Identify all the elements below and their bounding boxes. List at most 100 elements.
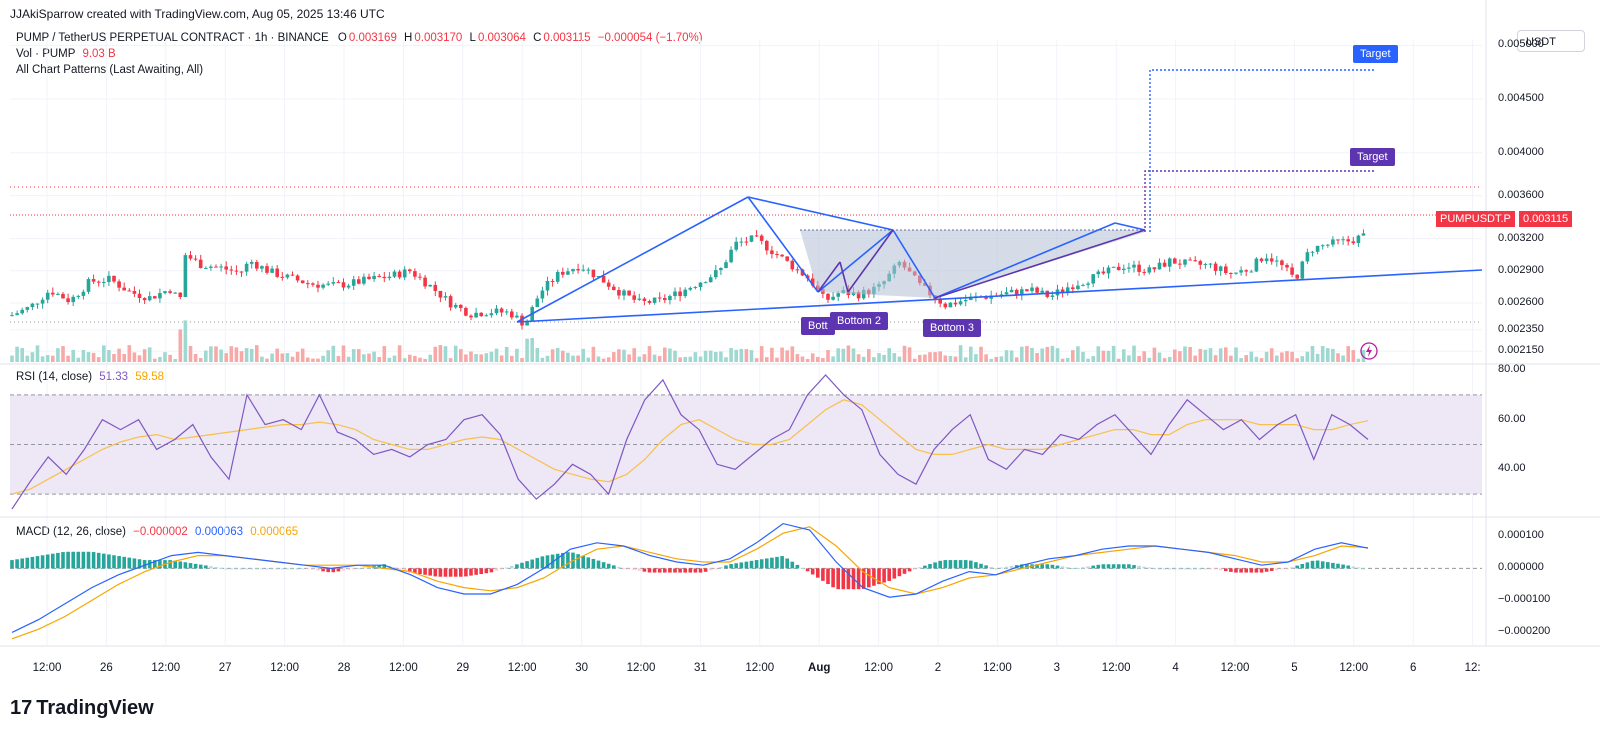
volume-bar <box>861 356 866 362</box>
macd-label[interactable]: MACD (12, 26, close) <box>16 526 126 538</box>
candle-body <box>1346 239 1350 242</box>
candle-body <box>147 296 152 301</box>
macd-histogram-bar <box>443 568 448 577</box>
volume-bar <box>397 345 402 362</box>
macd-histogram-bar <box>484 568 489 574</box>
macd-histogram-bar <box>969 560 973 569</box>
candle-body <box>1264 258 1269 262</box>
macd-histogram-bar <box>198 564 203 569</box>
volume-bar <box>1295 358 1299 362</box>
macd-histogram-bar <box>872 568 876 586</box>
volume-bar <box>76 357 81 362</box>
candle-body <box>1122 268 1126 271</box>
macd-histogram-bar <box>918 567 922 569</box>
volume-bar <box>448 358 453 362</box>
volume-bar <box>1009 350 1014 362</box>
candle-body <box>856 292 861 299</box>
time-axis-tick: 12:00 <box>1220 662 1250 674</box>
time-axis-tick: 31 <box>693 662 707 674</box>
rsi-label[interactable]: RSI (14, close) <box>16 371 93 383</box>
target-badge-lower[interactable]: Target <box>1350 148 1395 166</box>
macd-histogram-bar <box>341 568 346 571</box>
candle-body <box>30 303 35 308</box>
macd-histogram-bar <box>923 565 927 569</box>
price-axis-tick: 0.003200 <box>1498 231 1544 244</box>
candle-body <box>489 313 494 316</box>
candle-body <box>683 289 687 297</box>
volume-bar <box>1285 351 1289 362</box>
candle-body <box>198 259 203 269</box>
volume-bar <box>209 346 213 362</box>
macd-histogram-bar <box>622 568 626 570</box>
volume-bar <box>1183 346 1187 362</box>
volume-bar <box>688 356 693 362</box>
macd-histogram-bar <box>1315 560 1320 569</box>
macd-histogram-bar <box>107 554 111 569</box>
volume-bar <box>367 353 371 362</box>
macd-histogram-bar <box>102 553 106 569</box>
target-badge-upper[interactable]: Target <box>1353 45 1398 63</box>
currency-selector[interactable]: USDT <box>1517 30 1585 52</box>
macd-histogram-bar <box>326 568 330 573</box>
close-label: C <box>533 32 542 44</box>
tradingview-logo[interactable]: 17 TradingView <box>10 697 154 720</box>
candle-body <box>1290 267 1294 275</box>
volume-bar <box>1269 348 1274 362</box>
volume-bar <box>882 354 886 362</box>
volume-bar <box>999 356 1004 362</box>
macd-histogram-bar <box>275 568 279 570</box>
volume-bar <box>591 346 596 362</box>
volume-bar <box>188 345 193 362</box>
symbol-title[interactable]: PUMP / TetherUS PERPETUAL CONTRACT · 1h … <box>16 32 329 44</box>
candle-body <box>1035 287 1039 293</box>
volume-bar <box>219 349 223 362</box>
candle-body <box>494 308 499 314</box>
macd-histogram-bar <box>234 568 239 570</box>
macd-histogram-bar <box>1203 568 1208 570</box>
macd-histogram-bar <box>1111 564 1116 569</box>
candle-body <box>1167 258 1172 267</box>
volume-bar <box>453 345 458 362</box>
volume-bar <box>846 345 851 362</box>
volume-bar <box>1300 356 1305 362</box>
candle-body <box>1086 283 1090 285</box>
volume-bar <box>581 348 585 362</box>
patterns-legend[interactable]: All Chart Patterns (Last Awaiting, All) <box>16 64 204 76</box>
candle-body <box>158 293 162 299</box>
macd-histogram-bar <box>346 568 351 570</box>
bottom-1-badge[interactable]: Bott <box>801 317 835 335</box>
macd-histogram-bar <box>1009 565 1014 569</box>
macd-histogram-bar <box>703 568 708 572</box>
bottom-3-badge[interactable]: Bottom 3 <box>923 319 982 337</box>
bottom-2-badge[interactable]: Bottom 2 <box>830 312 889 330</box>
macd-histogram-bar <box>1351 566 1356 569</box>
candle-body <box>1188 259 1192 261</box>
volume-bar <box>601 358 606 362</box>
macd-histogram-bar <box>183 562 188 569</box>
volume-bar <box>759 346 764 362</box>
volume-bar <box>357 349 361 362</box>
volume-bar <box>663 347 667 362</box>
price-axis-tick: 0.002600 <box>1498 295 1544 308</box>
macd-histogram-bar <box>770 557 774 569</box>
macd-histogram-bar <box>453 568 458 577</box>
volume-bar <box>1040 348 1044 362</box>
volume-label[interactable]: Vol · PUMP <box>16 48 76 60</box>
macd-histogram-bar <box>780 556 784 569</box>
volume-bar <box>112 353 116 362</box>
volume-bar <box>306 357 310 362</box>
macd-histogram-bar <box>984 565 988 569</box>
volume-bar <box>377 357 381 362</box>
time-axis-tick: 2 <box>934 662 942 674</box>
candle-body <box>698 282 703 287</box>
macd-histogram-bar <box>504 567 509 569</box>
macd-histogram-bar <box>693 568 698 573</box>
macd-histogram-bar <box>244 568 249 570</box>
volume-bar <box>1244 355 1248 362</box>
macd-histogram-bar <box>540 556 545 569</box>
candle-body <box>362 276 366 284</box>
macd-histogram-bar <box>219 567 223 569</box>
candle-body <box>622 290 626 296</box>
candle-body <box>224 266 228 270</box>
